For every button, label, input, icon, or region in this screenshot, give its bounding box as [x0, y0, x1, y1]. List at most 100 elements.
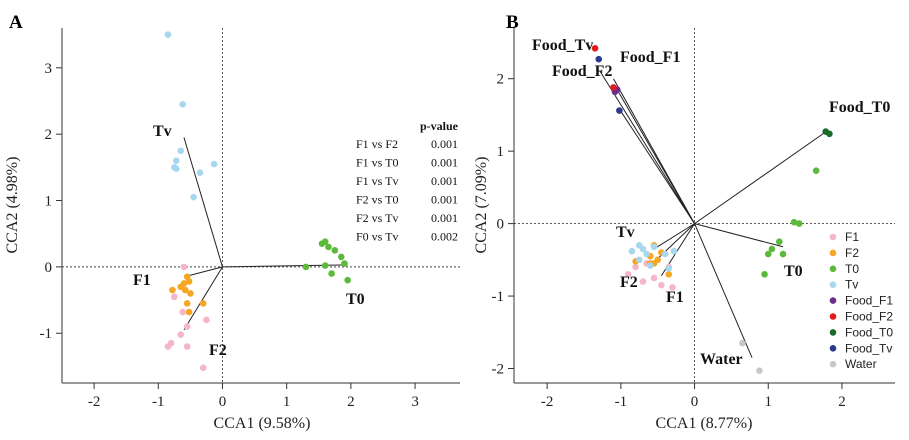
point-f2 — [665, 271, 673, 278]
y-tick-label: 1 — [45, 194, 53, 210]
pvalue-header: p-value — [420, 119, 459, 133]
point-t0 — [344, 276, 351, 284]
point-tv — [179, 101, 186, 108]
panel-label: B — [506, 12, 519, 33]
point-food-f2 — [591, 44, 599, 52]
pvalue-comparison: F1 vs F2 — [356, 137, 398, 151]
legend-marker — [829, 233, 837, 241]
pvalue-value: 0.002 — [431, 230, 458, 244]
vector-label-food-f1: Food_F1 — [620, 49, 680, 66]
y-tick-label: 0 — [45, 260, 53, 276]
point-t0 — [768, 245, 776, 253]
legend-label: F1 — [845, 230, 859, 244]
point-t0 — [302, 263, 310, 271]
point-food-tv — [616, 107, 623, 114]
point-t0 — [790, 218, 798, 226]
x-tick-label: 2 — [838, 394, 846, 410]
vector-label-t0: T0 — [346, 291, 365, 308]
pvalue-comparison: F2 vs T0 — [356, 193, 398, 207]
point-tv — [643, 250, 650, 258]
point-tv — [177, 147, 185, 155]
vector-label-f1: F1 — [666, 289, 684, 306]
pvalue-comparison: F2 vs Tv — [356, 211, 398, 225]
y-tick-label: -1 — [492, 289, 505, 305]
pvalue-value: 0.001 — [431, 174, 458, 188]
y-axis-label: CCA2 (7.09%) — [473, 157, 490, 254]
vector-food-t0 — [694, 130, 828, 225]
point-t0 — [812, 167, 820, 175]
vector-t0 — [694, 223, 784, 248]
pvalue-comparison: F0 vs Tv — [356, 230, 398, 244]
x-tick-label: 1 — [283, 394, 291, 410]
panel-label: A — [9, 12, 23, 33]
vector-label-tv: Tv — [616, 224, 635, 241]
point-f1 — [183, 300, 191, 307]
x-tick-label: -1 — [152, 394, 165, 410]
point-f1 — [199, 300, 207, 307]
point-f1 — [650, 274, 658, 282]
legend-label: Food_F1 — [845, 294, 893, 308]
point-f2 — [183, 323, 191, 330]
point-tv — [196, 169, 204, 176]
point-t0 — [764, 250, 772, 258]
legend-marker — [829, 329, 837, 336]
pvalue-value: 0.001 — [431, 156, 458, 170]
point-tv — [665, 265, 673, 272]
legend-marker — [829, 265, 837, 273]
point-tv — [647, 262, 654, 269]
legend-marker — [829, 281, 837, 289]
pvalue-value: 0.001 — [431, 211, 458, 225]
legend-marker — [829, 360, 837, 368]
point-f2 — [203, 316, 210, 324]
point-food-tv — [595, 55, 603, 63]
point-t0 — [328, 270, 335, 277]
point-f2 — [164, 343, 172, 350]
point-tv — [661, 250, 669, 258]
point-t0 — [779, 250, 787, 258]
point-f1 — [185, 308, 193, 316]
vector-label-food-tv: Food_Tv — [532, 37, 593, 54]
vector-label-f2: F2 — [620, 274, 638, 291]
pvalue-value: 0.001 — [431, 137, 458, 151]
point-f2 — [179, 308, 186, 316]
point-t0 — [331, 246, 339, 254]
vector-label-f1: F1 — [133, 272, 151, 289]
point-t0 — [341, 260, 348, 267]
vector-food-tv — [599, 71, 695, 224]
point-f1 — [669, 284, 676, 291]
panel-a: -2 -1 0 1 2 3 -1 0 1 2 3 CCA1 (9.58%) CCA2 (4.98%) A T… — [4, 12, 460, 432]
point-f1 — [180, 280, 188, 287]
x-tick-label: -1 — [615, 394, 628, 410]
x-tick-label: 2 — [347, 394, 355, 410]
legend-marker — [829, 345, 837, 352]
vector-label-tv: Tv — [153, 123, 172, 140]
x-tick-label: 0 — [219, 394, 227, 410]
point-f2 — [199, 364, 207, 372]
legend-marker — [829, 297, 837, 304]
point-tv — [172, 157, 180, 165]
point-t0 — [321, 238, 329, 245]
vector-tv — [183, 137, 223, 268]
vector-f1 — [183, 266, 223, 278]
point-tv — [650, 243, 658, 251]
point-tv — [172, 165, 180, 172]
point-tv — [635, 256, 643, 264]
point-f1 — [624, 271, 632, 278]
point-f2 — [177, 331, 185, 338]
legend-label: Tv — [845, 278, 858, 292]
y-tick-label: 1 — [497, 144, 505, 160]
y-tick-label: -1 — [40, 326, 53, 342]
vector-unlabeled — [620, 111, 695, 224]
vector-label-food-f2: Food_F2 — [552, 63, 612, 80]
x-axis-label: CCA1 (9.58%) — [214, 415, 311, 432]
y-tick-label: -2 — [492, 362, 505, 378]
point-tv — [164, 31, 172, 38]
vector-label-f2: F2 — [209, 342, 227, 359]
point-f1 — [187, 290, 194, 297]
vector-label-food-t0: Food_T0 — [829, 99, 890, 116]
legend-label: Food_Tv — [845, 341, 892, 355]
y-tick-label: 2 — [45, 127, 53, 143]
point-t0 — [325, 243, 332, 251]
y-tick-label: 0 — [497, 217, 505, 233]
